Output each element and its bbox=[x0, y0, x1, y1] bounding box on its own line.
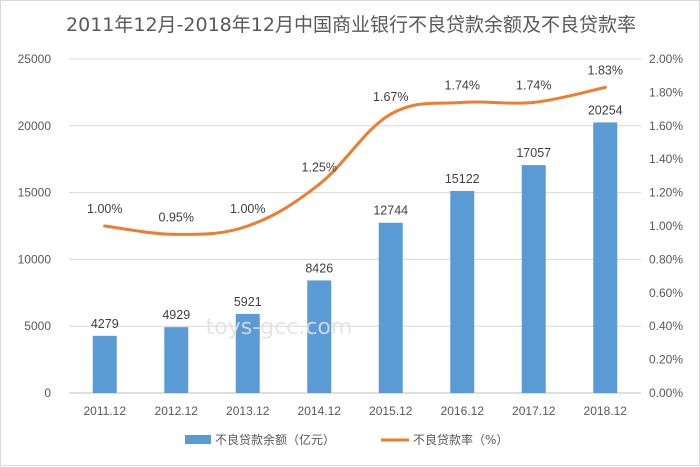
right-tick-label: 1.20% bbox=[649, 186, 683, 200]
bar bbox=[450, 190, 475, 393]
bar-label: 4279 bbox=[91, 317, 119, 331]
legend: 不良贷款余额（亿元） 不良贷款率（%） bbox=[185, 432, 508, 447]
rate-point bbox=[246, 224, 250, 228]
left-tick-label: 15000 bbox=[18, 186, 52, 200]
right-tick-label: 1.60% bbox=[649, 119, 683, 133]
rate-label: 1.74% bbox=[445, 78, 480, 92]
bar-label: 4929 bbox=[162, 308, 190, 322]
bar bbox=[307, 280, 332, 393]
right-tick-label: 0.60% bbox=[649, 286, 683, 300]
x-tick-label: 2018.12 bbox=[584, 404, 628, 418]
bar bbox=[92, 335, 117, 393]
left-tick-label: 0 bbox=[44, 386, 51, 400]
legend-bar-swatch bbox=[185, 435, 211, 444]
line-series bbox=[103, 85, 607, 236]
rate-label: 1.25% bbox=[302, 160, 337, 174]
right-tick-label: 0.00% bbox=[649, 386, 683, 400]
bar bbox=[593, 122, 618, 394]
x-tick-label: 2015.12 bbox=[369, 404, 413, 418]
rate-label: 1.67% bbox=[373, 90, 408, 104]
watermark: toys-gcc.com bbox=[206, 315, 353, 340]
rate-point bbox=[460, 100, 464, 104]
bar-label: 17057 bbox=[516, 146, 551, 160]
left-tick-label: 25000 bbox=[18, 52, 52, 66]
bar-data-labels: 4279 4929 5921 8426 12744 15122 17057 20254 bbox=[91, 103, 623, 330]
legend-line-label: 不良贷款率（%） bbox=[413, 432, 508, 447]
left-axis-ticks: 0 5000 10000 15000 20000 25000 bbox=[18, 52, 52, 400]
bar-label: 8426 bbox=[305, 261, 333, 275]
bar-label: 15122 bbox=[445, 172, 480, 186]
x-tick-label: 2011.12 bbox=[84, 404, 127, 418]
x-tick-label: 2016.12 bbox=[441, 404, 485, 418]
rate-point bbox=[603, 85, 607, 89]
rate-point bbox=[389, 112, 393, 116]
bar bbox=[235, 313, 260, 393]
bar-label: 5921 bbox=[234, 295, 262, 309]
rate-line bbox=[103, 85, 607, 236]
right-tick-label: 1.00% bbox=[649, 219, 683, 233]
right-tick-label: 1.40% bbox=[649, 152, 683, 166]
grid-lines bbox=[69, 58, 641, 394]
right-tick-label: 0.80% bbox=[649, 252, 683, 266]
rate-label: 1.83% bbox=[588, 63, 623, 77]
legend-bar-label: 不良贷款余额（亿元） bbox=[215, 432, 335, 447]
x-tick-label: 2014.12 bbox=[298, 404, 342, 418]
bar bbox=[521, 165, 546, 393]
line-data-labels: 1.00% 0.95% 1.00% 1.25% 1.67% 1.74% 1.74% 1.83% bbox=[87, 63, 623, 224]
right-tick-label: 0.20% bbox=[649, 353, 683, 367]
right-axis-ticks: 0.00% 0.20% 0.40% 0.60% 0.80% 1.00% 1.20% 1.40%… bbox=[649, 52, 683, 400]
right-tick-label: 1.80% bbox=[649, 85, 683, 99]
bar bbox=[164, 327, 189, 393]
rate-label: 0.95% bbox=[159, 210, 194, 224]
rate-point bbox=[317, 182, 321, 186]
rate-point bbox=[532, 100, 536, 104]
rate-label: 1.00% bbox=[87, 202, 122, 216]
x-tick-label: 2012.12 bbox=[155, 404, 199, 418]
bar bbox=[378, 222, 403, 393]
x-tick-label: 2013.12 bbox=[226, 404, 270, 418]
rate-label: 1.00% bbox=[230, 202, 265, 216]
rate-point bbox=[174, 232, 178, 236]
bar-series bbox=[92, 122, 618, 394]
x-axis-ticks: 2011.12 2012.12 2013.12 2014.12 2015.12 2016.… bbox=[84, 404, 628, 418]
chart-title: 2011年12月-2018年12月中国商业银行不良贷款余额及不良贷款率 bbox=[66, 14, 636, 36]
right-tick-label: 0.40% bbox=[649, 319, 683, 333]
left-tick-label: 10000 bbox=[18, 252, 52, 266]
rate-label: 1.74% bbox=[516, 78, 551, 92]
right-tick-label: 2.00% bbox=[649, 52, 683, 66]
x-tick-label: 2017.12 bbox=[512, 404, 556, 418]
bar-label: 20254 bbox=[588, 103, 623, 117]
bar-label: 12744 bbox=[373, 204, 408, 218]
left-tick-label: 5000 bbox=[24, 319, 51, 333]
rate-point bbox=[103, 224, 107, 228]
left-tick-label: 20000 bbox=[18, 119, 52, 133]
